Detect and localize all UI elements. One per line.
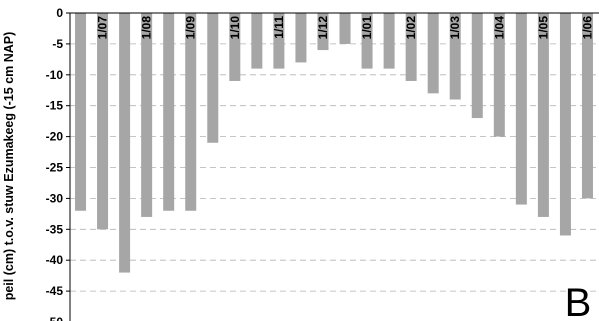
month-label: 1/01 (360, 16, 374, 40)
bar (273, 13, 285, 69)
month-label: 1/09 (184, 16, 198, 40)
month-label: 1/03 (448, 16, 462, 40)
month-label: 1/02 (404, 16, 418, 40)
bar (185, 13, 197, 211)
bar (361, 13, 373, 69)
y-tick-label: -40 (46, 253, 64, 267)
bar (383, 13, 395, 69)
y-axis-label: peil (cm) t.o.v. stuw Ezumakeeg (-15 cm … (2, 32, 16, 301)
bar (515, 13, 527, 205)
bar (537, 13, 549, 217)
bar (405, 13, 417, 81)
month-label: 1/08 (140, 16, 154, 40)
bar (141, 13, 153, 217)
month-labels: 1/07 1/08 1/09 1/10 1/11 1/12 1/01 1/02 1/03 1/04… (96, 16, 595, 40)
y-tick-label: -10 (46, 68, 64, 82)
bar (163, 13, 175, 211)
bar-series (75, 13, 593, 273)
y-tick-label: -5 (52, 37, 63, 51)
y-tick-label: -50 (46, 315, 64, 321)
month-label: 1/11 (272, 16, 286, 39)
month-label: 1/04 (492, 16, 506, 40)
bar (559, 13, 571, 236)
month-label: 1/05 (536, 16, 550, 40)
month-label: 1/10 (228, 16, 242, 40)
bar (317, 13, 329, 51)
bar (581, 13, 593, 199)
bar (427, 13, 439, 94)
bar (207, 13, 219, 143)
bar (295, 13, 307, 63)
y-tick-label: -45 (46, 284, 64, 298)
bar (119, 13, 131, 273)
bar (251, 13, 263, 69)
bar (97, 13, 109, 230)
y-tick-label: -35 (46, 222, 64, 236)
y-tick-label: 0 (56, 6, 63, 20)
month-label: 1/06 (580, 16, 594, 40)
panel-label: B (565, 281, 592, 321)
y-tick-label: -25 (46, 161, 64, 175)
bar (493, 13, 505, 137)
y-tick-label: -30 (46, 191, 64, 205)
bar (339, 13, 351, 44)
gridlines (70, 43, 599, 292)
bar (75, 13, 87, 211)
month-label: 1/07 (96, 16, 110, 40)
bar (449, 13, 461, 100)
bar (471, 13, 483, 119)
y-axis: 0 -5 -10 -15 -20 -25 -30 -35 -40 -45 -50 (46, 6, 70, 321)
y-tick-label: -15 (46, 99, 64, 113)
y-tick-label: -20 (46, 130, 64, 144)
bar (229, 13, 241, 81)
month-label: 1/12 (316, 16, 330, 40)
